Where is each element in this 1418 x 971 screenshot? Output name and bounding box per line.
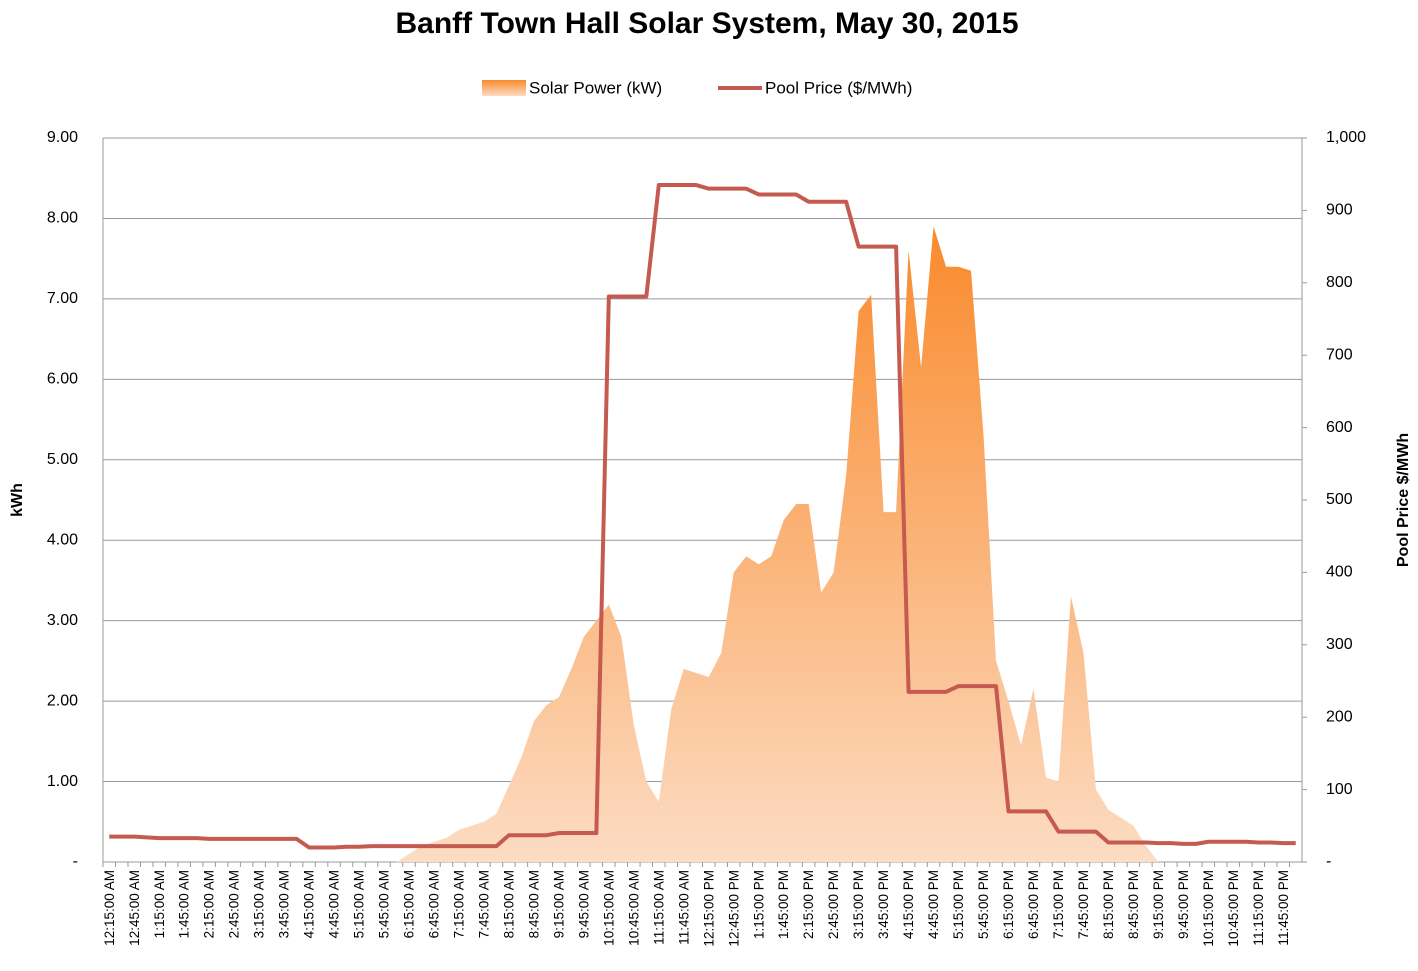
x-tick-label: 5:15:00 PM [951,870,966,939]
x-tick-label: 1:45:00 AM [177,870,192,938]
x-tick-label: 4:15:00 AM [302,870,317,938]
x-tick-label: 7:15:00 PM [1051,870,1066,939]
y-tick-label: 4.00 [47,531,78,548]
y2-tick-label: 400 [1326,564,1353,581]
x-tick-label: 9:15:00 PM [1151,870,1166,939]
x-tick-label: 6:15:00 PM [1001,870,1016,939]
y-axis-title: kWh [9,483,26,517]
y2-tick-label: 500 [1326,491,1353,508]
x-tick-label: 8:45:00 PM [1126,870,1141,939]
y-tick-label: 9.00 [47,129,78,146]
x-tick-label: 6:45:00 AM [427,870,442,938]
chart-title: Banff Town Hall Solar System, May 30, 20… [396,7,1019,40]
y-tick-label: 2.00 [47,692,78,709]
x-tick-label: 6:45:00 PM [1026,870,1041,939]
solar-area [109,226,1296,862]
y2-axis-title: Pool Price $/MWh [1395,433,1412,567]
y2-tick-label: 100 [1326,781,1353,798]
y2-tick-label: 800 [1326,274,1353,291]
y-tick-label: 5.00 [47,451,78,468]
y2-tick-label: 1,000 [1326,129,1366,146]
y2-tick-label: 600 [1326,419,1353,436]
x-tick-label: 12:45:00 PM [726,870,741,947]
x-tick-label: 9:15:00 AM [551,870,566,938]
y-tick-label: 6.00 [47,371,78,388]
x-tick-label: 12:45:00 AM [127,870,142,946]
x-tick-label: 11:15:00 AM [651,870,666,945]
x-tick-label: 8:15:00 PM [1101,870,1116,939]
x-tick-label: 4:15:00 PM [901,870,916,939]
y-tick-label: - [73,853,78,870]
x-tick-label: 7:15:00 AM [452,870,467,938]
x-tick-label: 5:45:00 PM [976,870,991,939]
x-tick-label: 4:45:00 PM [926,870,941,939]
y2-tick-label: 300 [1326,636,1353,653]
legend-label: Pool Price ($/MWh) [765,78,912,97]
x-tick-label: 1:15:00 PM [751,870,766,939]
x-tick-label: 10:15:00 PM [1201,870,1216,947]
x-tick-label: 5:45:00 AM [377,870,392,938]
x-tick-label: 1:15:00 AM [152,870,167,938]
x-tick-label: 7:45:00 PM [1076,870,1091,939]
x-tick-label: 2:15:00 AM [202,870,217,938]
x-tick-label: 2:45:00 AM [227,870,242,938]
x-tick-label: 11:15:00 PM [1251,870,1266,946]
legend-swatch [482,80,526,96]
x-tick-label: 12:15:00 PM [701,870,716,947]
x-tick-label: 3:45:00 PM [876,870,891,939]
x-tick-label: 8:15:00 AM [501,870,516,938]
x-tick-label: 2:45:00 PM [826,870,841,939]
x-tick-label: 3:45:00 AM [277,870,292,938]
y2-tick-label: 200 [1326,708,1353,725]
x-tick-label: 3:15:00 PM [851,870,866,939]
y2-tick-label: 700 [1326,346,1353,363]
price-line [109,183,1296,850]
x-tick-label: 11:45:00 PM [1276,870,1291,946]
y-tick-label: 7.00 [47,290,78,307]
y-tick-label: 8.00 [47,210,78,227]
y2-tick-label: 900 [1326,202,1353,219]
x-tick-label: 10:15:00 AM [601,870,616,946]
x-tick-label: 9:45:00 AM [576,870,591,938]
x-tick-label: 6:15:00 AM [402,870,417,938]
y2-tick-label: - [1326,853,1331,870]
legend-label: Solar Power (kW) [529,78,662,97]
x-tick-label: 9:45:00 PM [1176,870,1191,939]
x-tick-label: 3:15:00 AM [252,870,267,938]
x-tick-label: 1:45:00 PM [776,870,791,939]
x-tick-label: 10:45:00 PM [1226,870,1241,947]
x-tick-label: 2:15:00 PM [801,870,816,939]
y-tick-label: 1.00 [47,773,78,790]
x-tick-label: 4:45:00 AM [327,870,342,938]
y-tick-label: 3.00 [47,612,78,629]
x-tick-label: 12:15:00 AM [102,870,117,946]
x-tick-label: 5:15:00 AM [352,870,367,938]
x-tick-label: 10:45:00 AM [626,870,641,946]
x-tick-label: 11:45:00 AM [676,870,691,945]
x-tick-label: 8:45:00 AM [526,870,541,938]
x-tick-label: 7:45:00 AM [476,870,491,938]
